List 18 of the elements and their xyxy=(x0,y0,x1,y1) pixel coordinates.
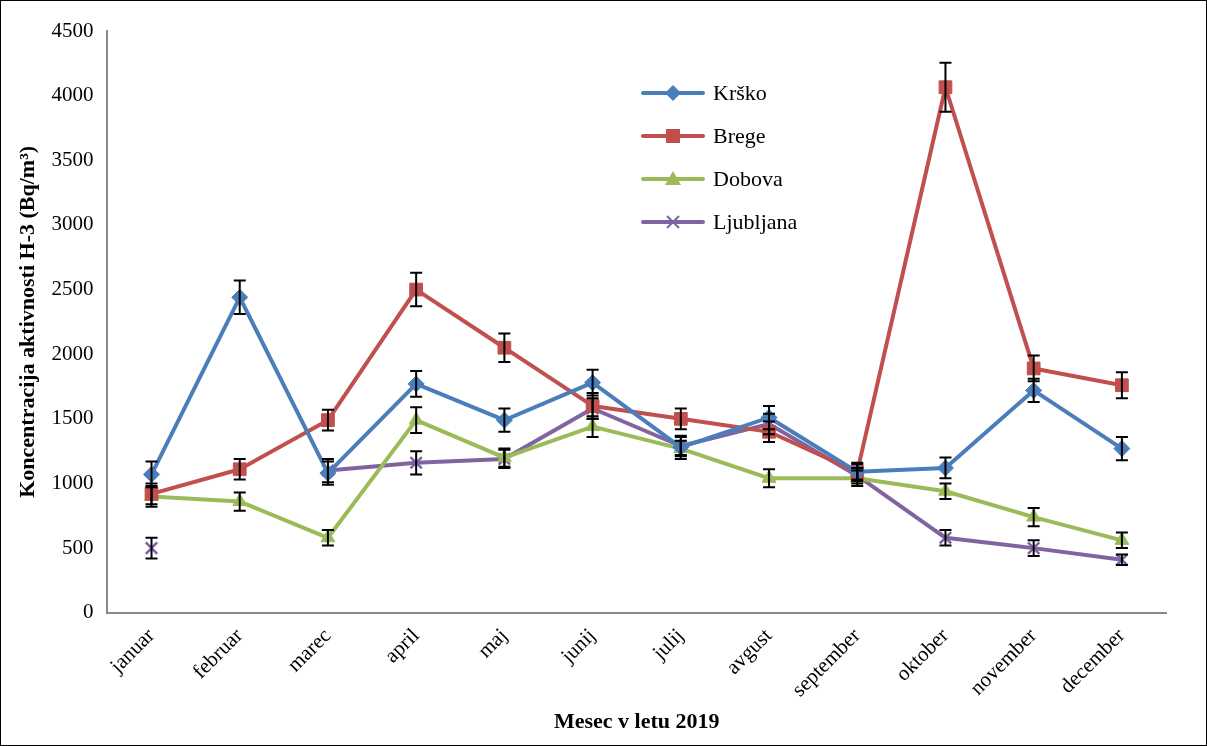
y-tick-label: 1000 xyxy=(51,470,94,494)
y-tick-label: 1500 xyxy=(51,405,94,430)
y-tick-label: 3000 xyxy=(51,211,94,236)
x-tick-label: maj xyxy=(472,623,512,663)
legend-label: Ljubljana xyxy=(713,208,798,235)
y-tick-label: 500 xyxy=(61,534,94,559)
legend-label: Dobova xyxy=(713,165,783,192)
legend-label: Brege xyxy=(713,122,766,149)
y-tick-label: 4500 xyxy=(51,17,94,42)
x-tick-label: april xyxy=(379,623,424,668)
y-tick-label: 0 xyxy=(82,599,94,624)
y-axis-title: Koncentracija aktivnosti H-3 (Bq/m³) xyxy=(13,145,39,498)
y-tick-label: 2000 xyxy=(51,340,94,365)
y-tick-label: 2500 xyxy=(51,276,94,301)
x-axis-title: Mesec v letu 2019 xyxy=(553,708,720,734)
y-tick-label: 4000 xyxy=(51,82,94,107)
legend-label: Krško xyxy=(713,79,767,106)
y-tick-label: 3500 xyxy=(51,146,94,171)
